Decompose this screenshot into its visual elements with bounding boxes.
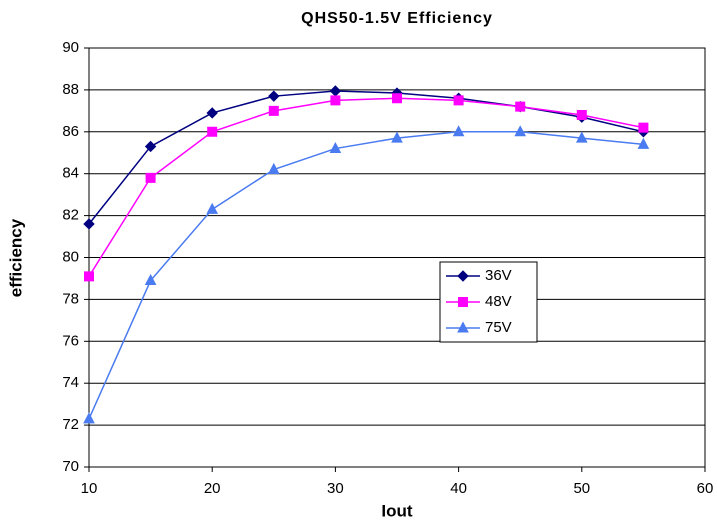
y-tick-label: 72 (62, 416, 79, 433)
data-point (207, 126, 218, 137)
series-line (88, 131, 644, 420)
y-tick-label: 90 (62, 39, 79, 56)
x-tick-label: 60 (697, 480, 714, 497)
data-point (638, 122, 649, 133)
y-tick-label: 70 (62, 458, 79, 475)
data-point (83, 412, 95, 424)
legend-label: 75V (485, 319, 512, 336)
x-tick-label: 40 (450, 480, 467, 497)
x-axis-label: Iout (381, 501, 412, 520)
data-point (144, 273, 157, 286)
data-point (206, 202, 219, 214)
data-point (329, 141, 342, 154)
data-point (576, 110, 587, 121)
data-point (206, 107, 218, 119)
y-tick-label: 88 (62, 81, 79, 98)
data-point (637, 137, 650, 149)
legend-marker (457, 321, 469, 333)
y-tick-label: 82 (62, 207, 79, 224)
legend-marker (458, 297, 468, 307)
chart-title: QHS50-1.5V Efficiency (301, 10, 493, 27)
data-point (83, 218, 95, 230)
data-point (452, 125, 465, 137)
x-tick-label: 20 (204, 480, 221, 497)
series-line (88, 90, 644, 225)
data-point (145, 172, 156, 183)
x-tick-label: 30 (327, 480, 344, 497)
legend-label: 36V (485, 267, 512, 284)
data-point (330, 95, 341, 106)
y-tick-label: 80 (62, 248, 79, 265)
y-tick-label: 74 (62, 374, 79, 391)
y-tick-label: 84 (62, 165, 79, 182)
data-point (453, 95, 464, 106)
data-point (515, 101, 526, 112)
data-point (329, 85, 342, 97)
data-point (268, 90, 280, 102)
data-point (267, 162, 280, 175)
data-point (575, 131, 588, 143)
y-tick-label: 86 (62, 123, 79, 140)
data-point (514, 125, 527, 137)
y-tick-label: 76 (62, 332, 79, 349)
data-point (392, 93, 402, 104)
legend-label: 48V (485, 293, 512, 310)
data-point (391, 131, 403, 143)
x-tick-label: 50 (573, 480, 590, 497)
data-point (144, 140, 157, 153)
legend-marker (457, 270, 469, 282)
y-axis-label: efficiency (6, 218, 25, 297)
plot-frame (88, 47, 706, 468)
series-line (88, 97, 644, 277)
data-point (268, 105, 279, 116)
y-tick-label: 78 (62, 290, 79, 307)
data-point (84, 271, 94, 282)
x-tick-label: 10 (81, 480, 98, 497)
